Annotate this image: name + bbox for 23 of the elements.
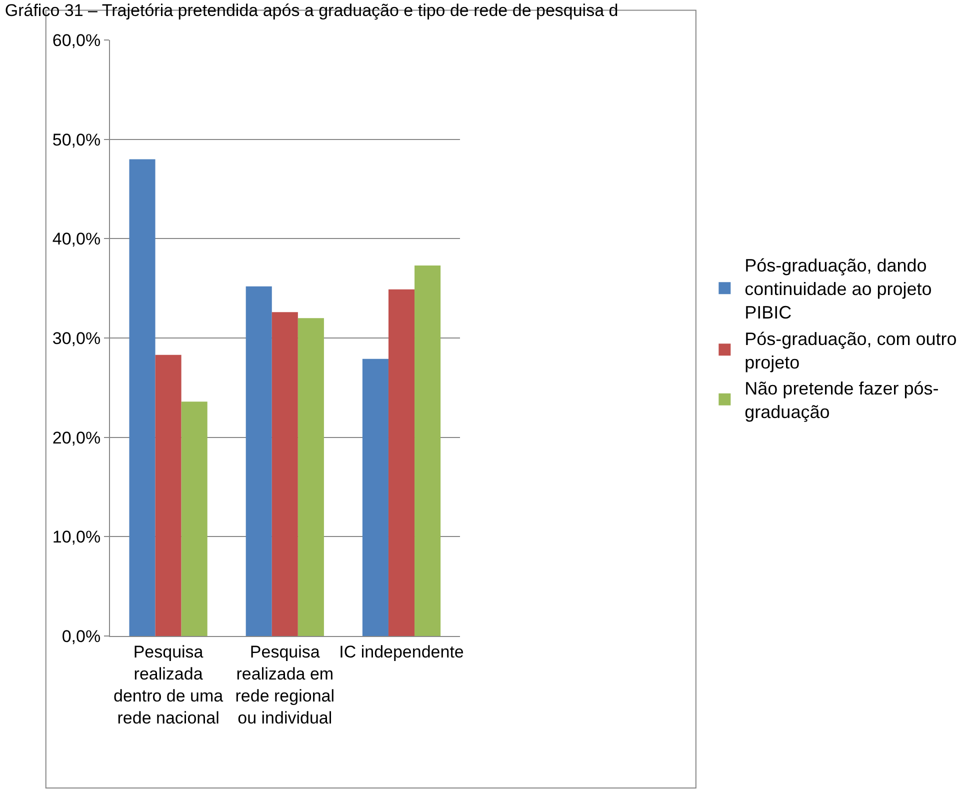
bar xyxy=(414,265,441,636)
x-tick-label: IC independente xyxy=(339,642,464,662)
legend-label: Não pretende fazer pós-graduação xyxy=(744,378,939,422)
y-tick-label: 40,0% xyxy=(52,230,101,249)
y-tick-label: 30,0% xyxy=(52,328,101,348)
y-tick-label: 60,0% xyxy=(52,30,101,50)
bar xyxy=(129,159,156,636)
y-tick-label: 10,0% xyxy=(52,528,101,547)
chart-title: Gráfico 31 – Trajetória pretendida após a graduação e tipo de rede de pesquisa d xyxy=(4,0,618,20)
bar xyxy=(246,286,272,636)
y-tick-label: 20,0% xyxy=(52,428,101,448)
bar xyxy=(272,312,298,636)
bar xyxy=(298,318,324,636)
y-tick-label: 50,0% xyxy=(52,130,101,150)
bar xyxy=(155,354,182,636)
bar xyxy=(181,402,208,636)
legend-label: Pós-graduação, com outro projeto xyxy=(744,328,957,372)
x-tick-label: Pesquisa realizada em rede regional ou individual xyxy=(235,642,335,728)
bar xyxy=(362,358,388,636)
bar xyxy=(388,289,415,636)
legend-label: Pós-graduação, dando continuidade ao projeto PIBIC xyxy=(744,256,932,323)
x-tick-label: Pesquisa realizada dentro de uma rede nacional xyxy=(113,642,224,728)
y-tick-label: 0,0% xyxy=(62,626,101,646)
